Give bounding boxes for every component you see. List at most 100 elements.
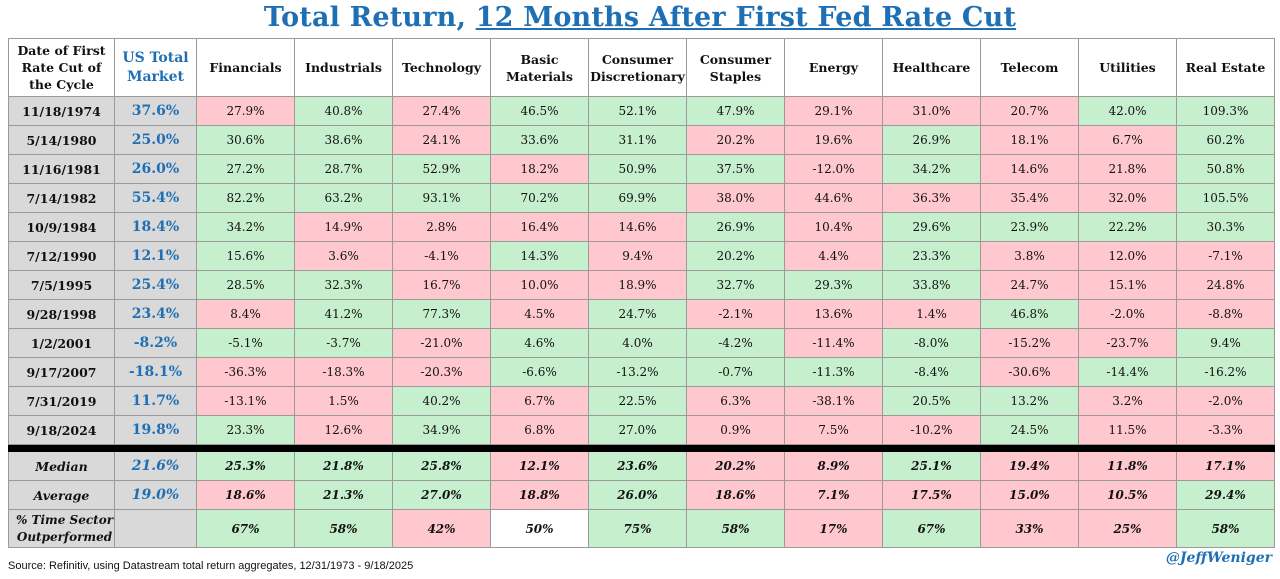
sector-value-cell: 24.1% <box>392 125 491 155</box>
data-row: 7/14/1982 55.4% 82.2% 63.2% 93.1% 70.2% 69.9% 3… <box>8 183 1275 213</box>
sector-value-cell: 10.0% <box>490 270 589 300</box>
sector-value-cell: 1.4% <box>882 299 981 329</box>
summary-value-cell: 25.3% <box>196 451 295 481</box>
sector-value-cell: 18.2% <box>490 154 589 184</box>
data-row: 7/31/2019 11.7% -13.1% 1.5% 40.2% 6.7% 22.5% 6.… <box>8 386 1275 416</box>
row-date: 9/18/2024 <box>8 415 115 445</box>
summary-value-cell: 12.1% <box>490 451 589 481</box>
sector-value-cell: 6.7% <box>490 386 589 416</box>
separator-cell <box>8 444 1275 452</box>
sector-value-cell: 3.8% <box>980 241 1079 271</box>
sector-value-cell: 10.4% <box>784 212 883 242</box>
author-handle: @JeffWeniger <box>1165 550 1272 566</box>
sector-value-cell: -4.1% <box>392 241 491 271</box>
outperformed-row: % Time Sector Outperformed 67% 58% 42% 50% 75… <box>8 509 1275 548</box>
sector-value-cell: 16.7% <box>392 270 491 300</box>
data-row: 7/5/1995 25.4% 28.5% 32.3% 16.7% 10.0% 18.9% 32… <box>8 270 1275 300</box>
sector-value-cell: 52.1% <box>588 96 687 126</box>
sector-header-8: Telecom <box>980 38 1079 97</box>
sector-value-cell: 32.0% <box>1078 183 1177 213</box>
sector-value-cell: 50.9% <box>588 154 687 184</box>
summary-value-cell: 7.1% <box>784 480 883 510</box>
sector-value-cell: 4.6% <box>490 328 589 358</box>
outperformed-value-cell: 17% <box>784 509 883 548</box>
outperformed-value-cell: 58% <box>294 509 393 548</box>
sector-value-cell: 44.6% <box>784 183 883 213</box>
row-market-value: 11.7% <box>114 386 197 416</box>
sector-value-cell: 69.9% <box>588 183 687 213</box>
row-date: 10/9/1984 <box>8 212 115 242</box>
sector-value-cell: 30.6% <box>196 125 295 155</box>
sector-value-cell: 47.9% <box>686 96 785 126</box>
row-market-value: -18.1% <box>114 357 197 387</box>
summary-value-cell: 18.6% <box>686 480 785 510</box>
sector-value-cell: 20.7% <box>980 96 1079 126</box>
data-row: 9/28/1998 23.4% 8.4% 41.2% 77.3% 4.5% 24.7% -2.… <box>8 299 1275 329</box>
data-row: 1/2/2001 -8.2% -5.1% -3.7% -21.0% 4.6% 4.0% -4.… <box>8 328 1275 358</box>
sector-value-cell: 12.6% <box>294 415 393 445</box>
sector-value-cell: -21.0% <box>392 328 491 358</box>
summary-row: Average 19.0% 18.6% 21.3% 27.0% 18.8% 26.0% 18.… <box>8 480 1275 510</box>
row-market-value: 12.1% <box>114 241 197 271</box>
sector-value-cell: 14.3% <box>490 241 589 271</box>
data-row: 9/17/2007 -18.1% -36.3% -18.3% -20.3% -6.6% -1… <box>8 357 1275 387</box>
sector-value-cell: 38.0% <box>686 183 785 213</box>
sector-value-cell: 42.0% <box>1078 96 1177 126</box>
outperformed-value-cell: 42% <box>392 509 491 548</box>
sector-value-cell: 22.2% <box>1078 212 1177 242</box>
row-date: 9/17/2007 <box>8 357 115 387</box>
sector-value-cell: 23.3% <box>882 241 981 271</box>
summary-value-cell: 20.2% <box>686 451 785 481</box>
sector-value-cell: 18.1% <box>980 125 1079 155</box>
sector-value-cell: 21.8% <box>1078 154 1177 184</box>
data-row: 5/14/1980 25.0% 30.6% 38.6% 24.1% 33.6% 31.1% 2… <box>8 125 1275 155</box>
row-market-value: 23.4% <box>114 299 197 329</box>
sector-value-cell: 6.7% <box>1078 125 1177 155</box>
summary-value-cell: 15.0% <box>980 480 1079 510</box>
sector-value-cell: 77.3% <box>392 299 491 329</box>
sector-value-cell: 32.3% <box>294 270 393 300</box>
sector-value-cell: 8.4% <box>196 299 295 329</box>
row-date: 7/12/1990 <box>8 241 115 271</box>
outperformed-value-cell: 67% <box>882 509 981 548</box>
sector-value-cell: -5.1% <box>196 328 295 358</box>
row-market-value: 19.8% <box>114 415 197 445</box>
sector-value-cell: 14.6% <box>980 154 1079 184</box>
outperformed-label: % Time Sector Outperformed <box>8 509 115 548</box>
row-date: 7/5/1995 <box>8 270 115 300</box>
sector-value-cell: 12.0% <box>1078 241 1177 271</box>
sector-value-cell: 9.4% <box>1176 328 1275 358</box>
data-row: 11/16/1981 26.0% 27.2% 28.7% 52.9% 18.2% 50.9%… <box>8 154 1275 184</box>
market-column-header: US Total Market <box>114 38 197 97</box>
sector-value-cell: 27.4% <box>392 96 491 126</box>
sector-value-cell: 30.3% <box>1176 212 1275 242</box>
sector-value-cell: -2.1% <box>686 299 785 329</box>
row-date: 7/14/1982 <box>8 183 115 213</box>
data-row: 10/9/1984 18.4% 34.2% 14.9% 2.8% 16.4% 14.6% 26… <box>8 212 1275 242</box>
sector-value-cell: 31.0% <box>882 96 981 126</box>
sector-value-cell: 35.4% <box>980 183 1079 213</box>
sector-value-cell: -2.0% <box>1078 299 1177 329</box>
returns-table: Date of First Rate Cut of the Cycle US To… <box>8 38 1275 548</box>
summary-value-cell: 19.4% <box>980 451 1079 481</box>
sector-value-cell: 29.1% <box>784 96 883 126</box>
sector-value-cell: -8.8% <box>1176 299 1275 329</box>
sector-value-cell: 60.2% <box>1176 125 1275 155</box>
sector-value-cell: 11.5% <box>1078 415 1177 445</box>
sector-value-cell: 37.5% <box>686 154 785 184</box>
sector-value-cell: 109.3% <box>1176 96 1275 126</box>
sector-value-cell: -0.7% <box>686 357 785 387</box>
sector-value-cell: 33.8% <box>882 270 981 300</box>
title-part-2: 12 Months After First Fed Rate Cut <box>475 2 1017 33</box>
sector-value-cell: 28.5% <box>196 270 295 300</box>
data-row: 9/18/2024 19.8% 23.3% 12.6% 34.9% 6.8% 27.0% 0.… <box>8 415 1275 445</box>
sector-value-cell: 34.2% <box>882 154 981 184</box>
summary-value-cell: 17.5% <box>882 480 981 510</box>
sector-value-cell: 14.9% <box>294 212 393 242</box>
sector-value-cell: 46.5% <box>490 96 589 126</box>
sector-value-cell: -18.3% <box>294 357 393 387</box>
row-date: 5/14/1980 <box>8 125 115 155</box>
sector-value-cell: 2.8% <box>392 212 491 242</box>
sector-value-cell: 70.2% <box>490 183 589 213</box>
sector-value-cell: -38.1% <box>784 386 883 416</box>
